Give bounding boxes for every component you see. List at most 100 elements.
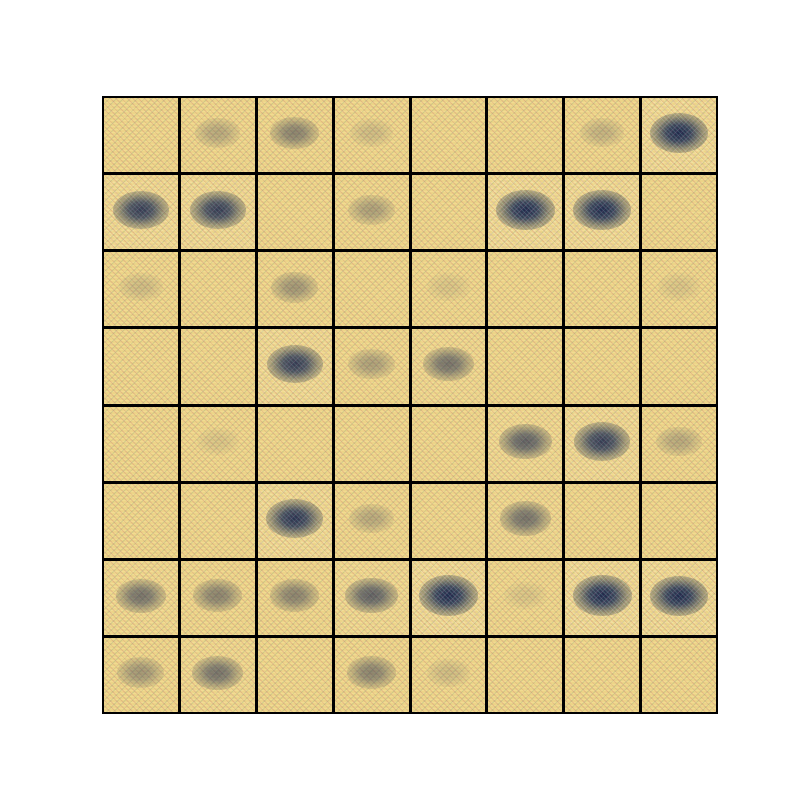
sample-tile [335,98,409,172]
sample-tile [565,561,639,635]
sample-tile [104,252,178,326]
sample-tile [412,175,486,249]
tile-noise-texture [104,484,178,558]
tile-noise-texture [335,98,409,172]
tile-noise-texture [335,329,409,403]
generated-sample-grid [104,98,716,712]
sample-tile [181,407,255,481]
sample-tile [104,638,178,712]
sample-tile [565,175,639,249]
tile-noise-texture [412,175,486,249]
sample-tile [642,484,716,558]
sample-tile [642,329,716,403]
tile-noise-texture [488,484,562,558]
sample-tile [335,329,409,403]
sample-tile [412,484,486,558]
tile-noise-texture [642,98,716,172]
sample-tile [642,175,716,249]
sample-tile [181,561,255,635]
tile-noise-texture [181,407,255,481]
tile-noise-texture [104,638,178,712]
tile-noise-texture [335,484,409,558]
sample-tile [642,561,716,635]
tile-noise-texture [642,561,716,635]
sample-tile [335,484,409,558]
tile-noise-texture [488,638,562,712]
tile-noise-texture [258,175,332,249]
sample-tile [258,407,332,481]
tile-noise-texture [642,638,716,712]
sample-tile [104,329,178,403]
sample-tile [642,98,716,172]
tile-noise-texture [565,98,639,172]
sample-tile [258,561,332,635]
tile-noise-texture [104,175,178,249]
sample-tile [258,484,332,558]
tile-noise-texture [642,407,716,481]
tile-noise-texture [258,561,332,635]
tile-noise-texture [335,561,409,635]
tile-noise-texture [488,98,562,172]
tile-noise-texture [412,98,486,172]
sample-tile [181,175,255,249]
tile-noise-texture [642,252,716,326]
tile-noise-texture [181,638,255,712]
sample-tile [642,638,716,712]
tile-noise-texture [104,561,178,635]
sample-tile [181,252,255,326]
tile-noise-texture [181,98,255,172]
sample-tile [258,638,332,712]
sample-tile [335,252,409,326]
tile-noise-texture [565,484,639,558]
tile-noise-texture [258,638,332,712]
tile-noise-texture [488,561,562,635]
sample-tile [642,252,716,326]
tile-noise-texture [181,329,255,403]
sample-tile [335,175,409,249]
tile-noise-texture [565,561,639,635]
tile-noise-texture [335,407,409,481]
tile-noise-texture [412,252,486,326]
sample-tile [412,638,486,712]
sample-tile [565,638,639,712]
sample-tile [488,484,562,558]
sample-tile [488,98,562,172]
sample-tile [104,407,178,481]
tile-noise-texture [412,329,486,403]
tile-noise-texture [412,407,486,481]
tile-noise-texture [258,329,332,403]
image-grid-frame [102,96,718,714]
sample-tile [565,98,639,172]
tile-noise-texture [412,561,486,635]
sample-tile [258,252,332,326]
tile-noise-texture [335,175,409,249]
tile-noise-texture [258,98,332,172]
sample-tile [488,561,562,635]
sample-tile [258,175,332,249]
sample-tile [488,329,562,403]
sample-tile [335,638,409,712]
sample-tile [104,484,178,558]
sample-tile [104,175,178,249]
tile-noise-texture [488,329,562,403]
tile-noise-texture [181,175,255,249]
tile-noise-texture [565,407,639,481]
tile-noise-texture [104,252,178,326]
sample-tile [181,329,255,403]
sample-tile [181,98,255,172]
tile-noise-texture [488,252,562,326]
tile-noise-texture [488,407,562,481]
sample-tile [488,638,562,712]
sample-tile [104,561,178,635]
tile-noise-texture [412,484,486,558]
tile-noise-texture [565,638,639,712]
tile-noise-texture [181,561,255,635]
sample-tile [565,329,639,403]
tile-noise-texture [642,484,716,558]
tile-noise-texture [488,175,562,249]
tile-noise-texture [642,175,716,249]
tile-noise-texture [181,484,255,558]
tile-noise-texture [104,329,178,403]
sample-tile [412,252,486,326]
